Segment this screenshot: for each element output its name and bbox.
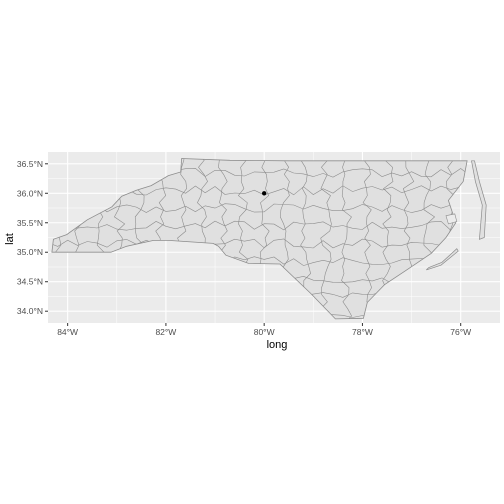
x-tick-label: 84°W xyxy=(57,327,78,337)
y-axis-title: lat xyxy=(4,233,16,245)
lake xyxy=(445,213,458,225)
x-tick-label: 78°W xyxy=(352,327,373,337)
state-fill xyxy=(51,158,468,319)
x-tick-label: 80°W xyxy=(254,327,275,337)
state-outline xyxy=(51,158,468,320)
y-axis-ticks: 34.0°N 34.5°N 35.0°N 35.5°N 36.0°N 36.5°N xyxy=(17,159,48,316)
county-boundary xyxy=(51,203,468,213)
x-tick-label: 82°W xyxy=(155,327,176,337)
county-boundary xyxy=(51,238,468,249)
county-boundary xyxy=(51,220,468,231)
data-point xyxy=(261,191,267,196)
y-tick-label: 36.5°N xyxy=(17,159,43,169)
barrier-island xyxy=(471,160,487,240)
x-axis-ticks: 84°W 82°W 80°W 78°W 76°W xyxy=(57,323,471,337)
y-tick-label: 35.5°N xyxy=(17,218,43,228)
y-tick-label: 36.0°N xyxy=(17,188,43,198)
barrier-island xyxy=(426,248,459,271)
county-boundary xyxy=(320,158,332,319)
y-tick-label: 35.0°N xyxy=(17,247,43,257)
y-tick-label: 34.5°N xyxy=(17,277,43,287)
y-tick-label: 34.0°N xyxy=(17,306,43,316)
x-tick-label: 76°W xyxy=(450,327,471,337)
point-layer xyxy=(261,191,267,196)
x-axis-title: long xyxy=(267,339,288,351)
